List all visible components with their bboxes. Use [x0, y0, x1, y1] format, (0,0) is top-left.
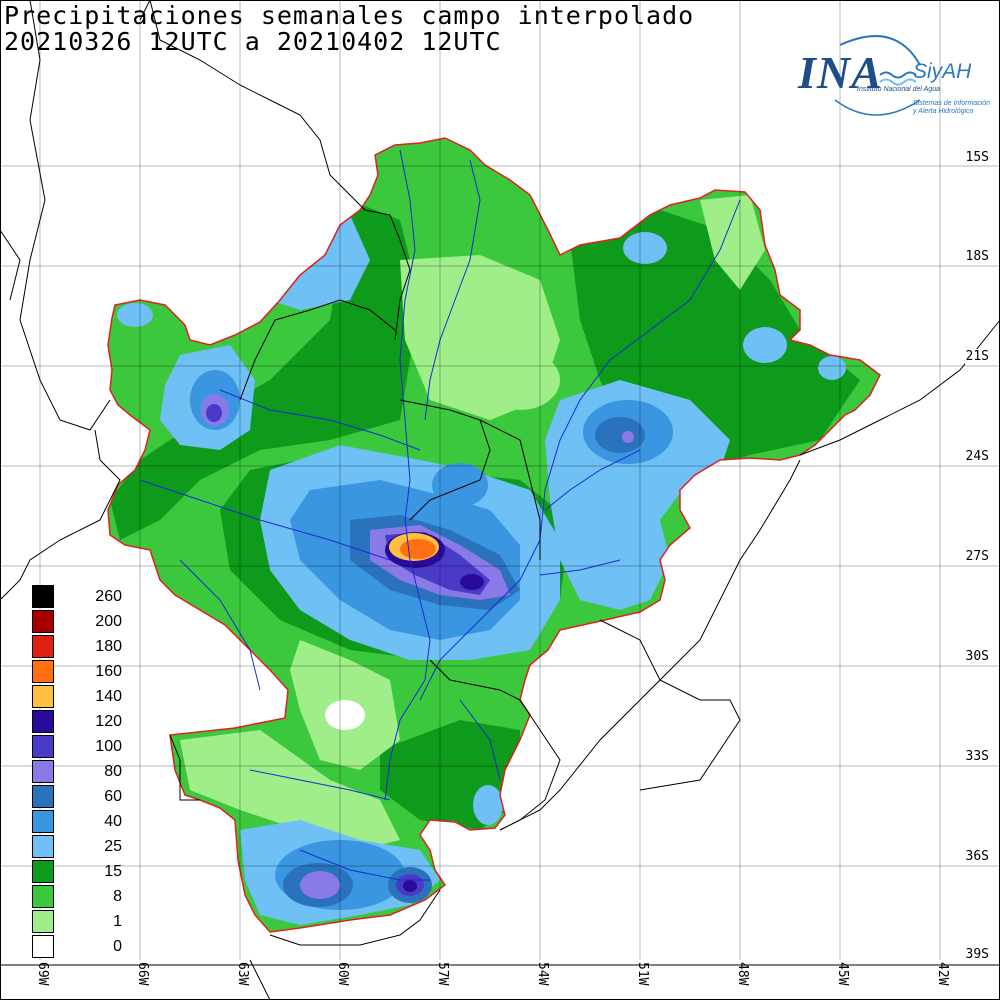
- lon-label: 54W: [535, 962, 550, 986]
- logo-system-line1: Sistemas de Información: [913, 100, 991, 107]
- legend-item: 160: [32, 660, 162, 685]
- legend-item: 80: [32, 760, 162, 785]
- legend-label: 1: [113, 913, 122, 930]
- lat-label: 27S: [964, 549, 990, 564]
- lat-label: 39S: [964, 947, 990, 962]
- logo-siyah-text: SiyAH: [913, 60, 972, 83]
- legend-item: 180: [32, 635, 162, 660]
- rivers: [139, 149, 741, 881]
- lat-label: 30S: [964, 649, 990, 664]
- legend-item: 120: [32, 710, 162, 735]
- legend-item: 260: [32, 585, 162, 610]
- legend-swatch: [32, 860, 54, 883]
- lat-label: 24S: [964, 449, 990, 464]
- lon-label: 63W: [235, 962, 250, 986]
- legend-label: 200: [95, 613, 122, 630]
- logo-system-line2: y Alerta Hidrológico: [913, 108, 974, 115]
- lon-label: 42W: [935, 962, 950, 986]
- logo-system-desc: Sistemas de Información y Alerta Hidrológ…: [913, 100, 990, 116]
- map-date-range: 20210326 12UTC a 20210402 12UTC: [4, 27, 502, 56]
- logo-ina-text: INA: [798, 47, 883, 98]
- legend-swatch: [32, 935, 54, 958]
- legend-label: 100: [95, 738, 122, 755]
- legend-swatch: [32, 685, 54, 708]
- legend-label: 180: [95, 638, 122, 655]
- legend-label: 15: [104, 863, 122, 880]
- basin-outline: [107, 137, 881, 933]
- lat-label: 36S: [964, 849, 990, 864]
- legend-label: 40: [104, 813, 122, 830]
- legend-label: 140: [95, 688, 122, 705]
- map-title: Precipitaciones semanales campo interpol…: [4, 1, 695, 30]
- legend-swatch: [32, 810, 54, 833]
- legend-label: 260: [95, 588, 122, 605]
- legend-item: 8: [32, 885, 162, 910]
- legend-swatch: [32, 760, 54, 783]
- legend-swatch: [32, 785, 54, 808]
- legend-swatch: [32, 835, 54, 858]
- legend-swatch: [32, 635, 54, 658]
- lon-label: 66W: [135, 962, 150, 986]
- legend-swatch: [32, 710, 54, 733]
- precipitation-field: [108, 138, 880, 932]
- legend-label: 160: [95, 663, 122, 680]
- legend-swatch: [32, 735, 54, 758]
- legend-item: 0: [32, 935, 162, 960]
- lat-label: 21S: [964, 349, 990, 364]
- lat-label: 33S: [964, 749, 990, 764]
- legend-item: 25: [32, 835, 162, 860]
- legend-item: 15: [32, 860, 162, 885]
- legend-label: 80: [104, 763, 122, 780]
- ina-siyah-logo: INA SiyAH Instituto Nacional del Agua Si…: [795, 30, 995, 130]
- legend-item: 40: [32, 810, 162, 835]
- legend-swatch: [32, 910, 54, 933]
- lon-label: 51W: [635, 962, 650, 986]
- lon-label: 69W: [35, 962, 50, 986]
- lon-label: 57W: [435, 962, 450, 986]
- logo-institution: Instituto Nacional del Agua: [857, 86, 941, 93]
- legend-label: 25: [104, 838, 122, 855]
- legend-swatch: [32, 610, 54, 633]
- legend-label: 120: [95, 713, 122, 730]
- legend-label: 60: [104, 788, 122, 805]
- legend-label: 8: [113, 888, 122, 905]
- legend-item: 1: [32, 910, 162, 935]
- lat-label: 15S: [964, 150, 990, 165]
- legend-item: 200: [32, 610, 162, 635]
- lon-label: 45W: [835, 962, 850, 986]
- legend-swatch: [32, 585, 54, 608]
- lon-label: 60W: [335, 962, 350, 986]
- legend-item: 60: [32, 785, 162, 810]
- lat-label: 18S: [964, 249, 990, 264]
- lon-label: 48W: [735, 962, 750, 986]
- legend-swatch: [32, 660, 54, 683]
- legend-item: 140: [32, 685, 162, 710]
- logo-arc-icon: [834, 35, 921, 116]
- legend-item: 100: [32, 735, 162, 760]
- legend-label: 0: [113, 938, 122, 955]
- legend-swatch: [32, 885, 54, 908]
